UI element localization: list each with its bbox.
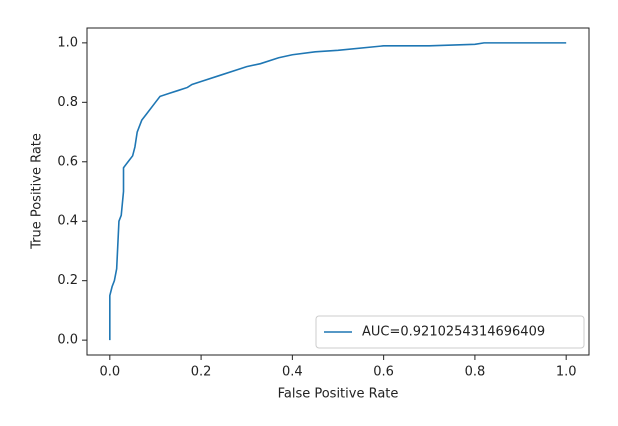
y-tick-label: 0.0 bbox=[57, 333, 78, 348]
y-tick-label: 0.6 bbox=[57, 154, 78, 169]
legend-label: AUC=0.9210254314696409 bbox=[362, 325, 545, 340]
x-tick-label: 0.0 bbox=[99, 365, 120, 380]
y-tick-label: 0.2 bbox=[57, 273, 78, 288]
x-tick-label: 0.8 bbox=[465, 365, 486, 380]
y-tick-label: 1.0 bbox=[57, 35, 78, 50]
y-tick-label: 0.4 bbox=[57, 214, 78, 229]
x-axis-label: False Positive Rate bbox=[278, 387, 399, 402]
x-tick-label: 0.2 bbox=[191, 365, 212, 380]
x-tick-label: 1.0 bbox=[556, 365, 577, 380]
y-axis-label: True Positive Rate bbox=[30, 133, 45, 250]
x-tick-label: 0.6 bbox=[373, 365, 394, 380]
plot-frame bbox=[86, 27, 590, 356]
x-tick-label: 0.4 bbox=[282, 365, 303, 380]
legend-box bbox=[315, 315, 585, 349]
roc-line bbox=[109, 42, 567, 341]
y-tick-label: 0.8 bbox=[57, 95, 78, 110]
